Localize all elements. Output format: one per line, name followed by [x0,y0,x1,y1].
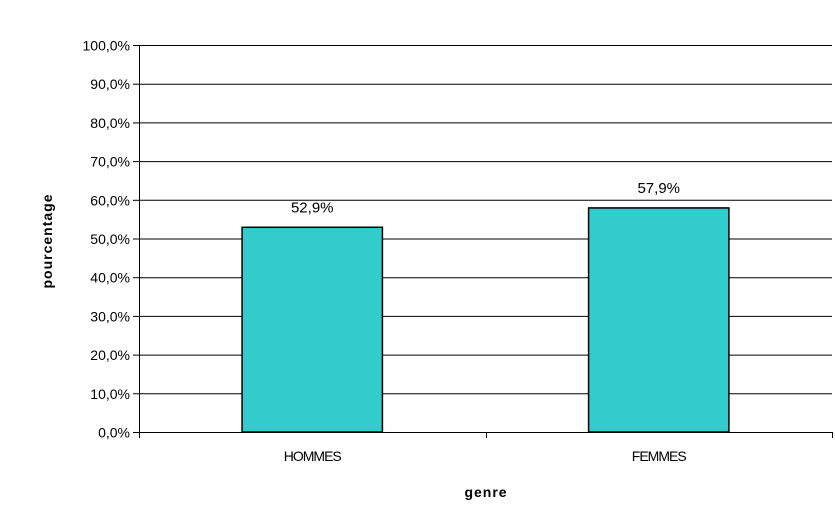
y-tick-label: 100,0% [83,38,130,54]
y-tick-label: 50,0% [90,231,130,247]
data-label: 52,9% [291,199,334,216]
x-category-label: FEMMES [632,448,687,464]
y-tick-label: 90,0% [90,76,130,92]
y-tick-label: 60,0% [90,192,130,208]
bar [241,226,384,433]
bars [241,207,730,433]
bar [587,207,730,433]
y-tick-label: 40,0% [90,270,130,286]
x-axis-title: genre [464,484,507,500]
data-labels: 52,9% 57,9% [291,180,680,216]
data-label: 57,9% [637,180,680,197]
x-category-labels: HOMMES FEMMES [284,448,688,464]
axes [133,45,833,438]
y-tick-label: 70,0% [90,154,130,170]
x-category-label: HOMMES [284,448,342,464]
y-tick-label: 30,0% [90,308,130,324]
y-axis-title: pourcentage [39,193,55,288]
y-tick-label: 10,0% [90,386,130,402]
y-tick-label: 0,0% [98,425,130,441]
y-tick-label: 20,0% [90,347,130,363]
y-tick-label: 80,0% [90,115,130,131]
y-tick-labels: 0,0% 10,0% 20,0% 30,0% 40,0% 50,0% 60,0% 70,0% 8… [83,38,130,441]
